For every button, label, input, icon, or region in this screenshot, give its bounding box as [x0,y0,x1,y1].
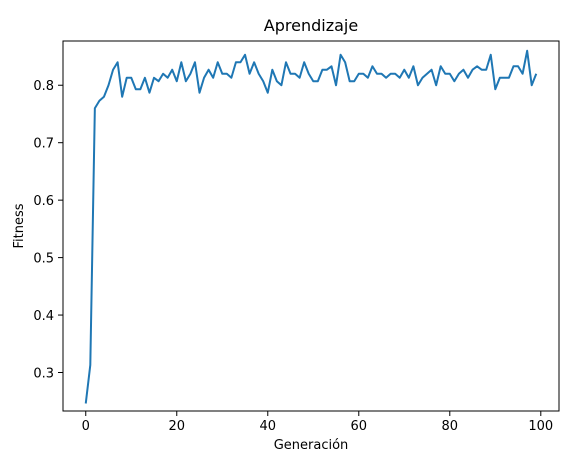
x-tick-label: 60 [351,419,368,434]
x-tick-label: 20 [168,419,185,434]
y-axis-ticks: 0.3 0.4 0.5 0.6 0.7 0.8 [33,79,63,382]
chart-title: Aprendizaje [264,16,358,35]
y-tick-label: 0.7 [33,137,54,152]
axes-frame [62,40,560,412]
plot-area [84,49,538,404]
y-tick-label: 0.5 [33,252,54,267]
x-axis-ticks: 0 20 40 60 80 100 [82,411,553,434]
y-axis-label: Fitness [12,203,27,248]
series-line [84,49,538,404]
y-tick-label: 0.6 [33,194,54,209]
x-tick-label: 0 [82,419,90,434]
x-axis-label: Generación [274,438,349,453]
y-tick-label: 0.4 [33,309,54,324]
x-tick-label: 100 [528,419,553,434]
x-tick-label: 40 [259,419,276,434]
x-tick-label: 80 [442,419,459,434]
y-tick-label: 0.8 [33,79,54,94]
y-tick-label: 0.3 [33,367,54,382]
